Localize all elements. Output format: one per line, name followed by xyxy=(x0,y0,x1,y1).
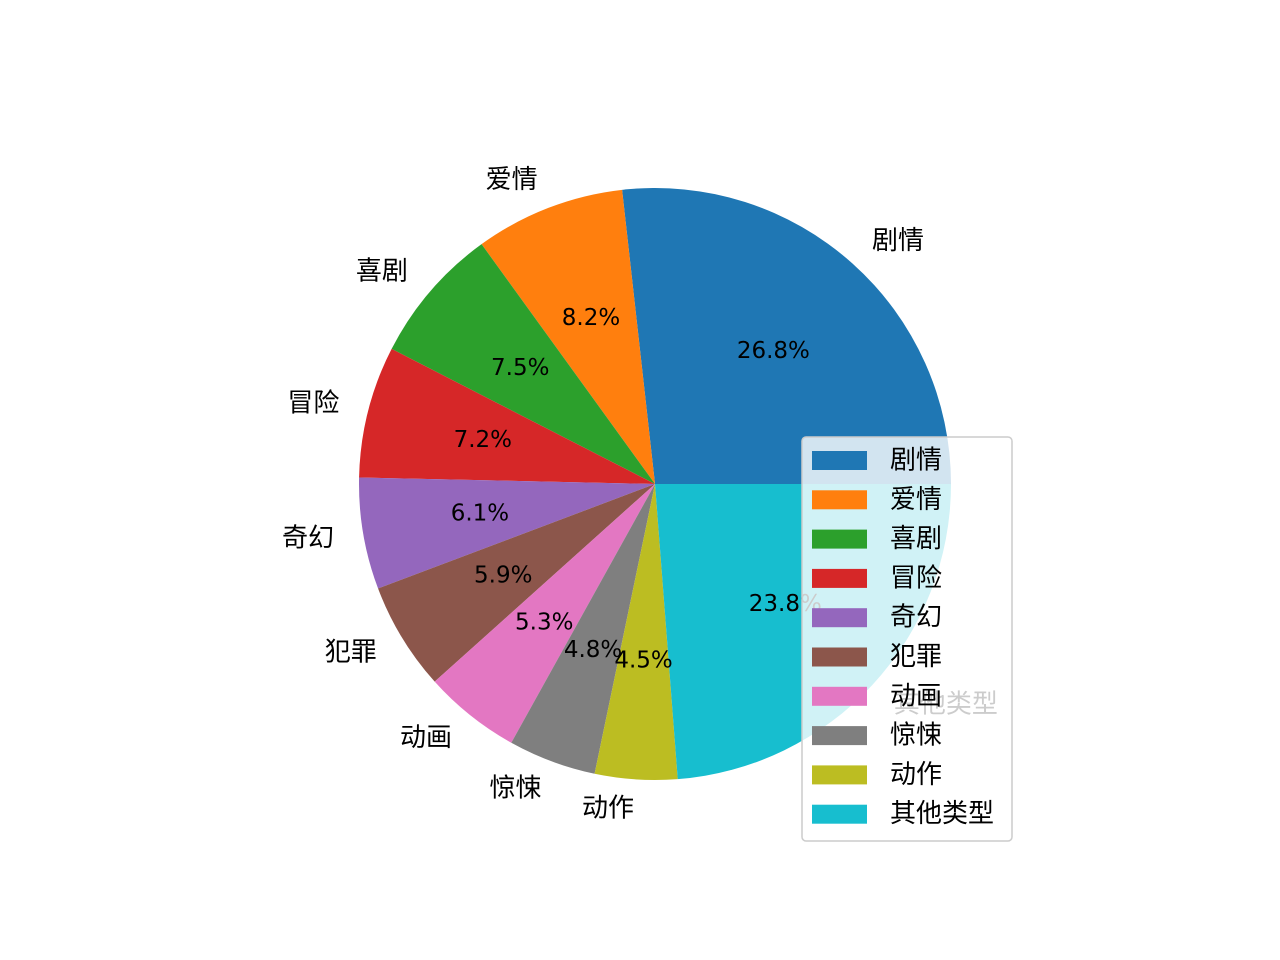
slice-7-wedge xyxy=(434,484,655,743)
legend-label-4: 冒险 xyxy=(890,563,942,593)
slice-9-wedge xyxy=(594,484,678,780)
legend-label-9: 动作 xyxy=(890,760,942,790)
slice-4-label: 冒险 xyxy=(287,389,339,419)
slice-3-percent-label: 7.5% xyxy=(491,355,549,381)
slice-2-percent-label: 8.2% xyxy=(562,305,620,331)
slice-5-label: 奇幻 xyxy=(282,523,334,553)
slice-5-percent-label: 6.1% xyxy=(451,500,509,526)
slice-1-percent-label: 26.8% xyxy=(737,338,810,364)
slice-3-label: 喜剧 xyxy=(356,256,408,286)
legend-label-6: 犯罪 xyxy=(890,642,942,672)
slice-9-percent-label: 4.5% xyxy=(614,648,672,674)
slice-7-percent-label: 5.3% xyxy=(515,609,573,635)
slice-4-wedge xyxy=(359,348,655,484)
slice-5-wedge xyxy=(359,477,655,589)
slice-6-label: 犯罪 xyxy=(325,638,377,668)
legend-swatch-7 xyxy=(812,686,867,706)
slice-6-percent-label: 5.9% xyxy=(474,563,532,589)
legend-swatch-1 xyxy=(812,451,867,470)
legend-label-5: 奇幻 xyxy=(890,603,942,633)
legend-swatch-8 xyxy=(812,726,867,746)
slice-2-wedge xyxy=(481,189,655,484)
legend-label-7: 动画 xyxy=(890,681,942,711)
legend-label-2: 爱情 xyxy=(890,485,942,515)
legend-swatch-9 xyxy=(812,765,867,785)
slice-1-label: 剧情 xyxy=(872,226,924,256)
slice-8-percent-label: 4.8% xyxy=(564,637,622,663)
legend-swatch-2 xyxy=(812,490,867,510)
slice-4-percent-label: 7.2% xyxy=(454,427,512,453)
legend-label-3: 喜剧 xyxy=(890,524,942,554)
legend-swatch-3 xyxy=(812,529,867,549)
slice-1-wedge xyxy=(622,187,951,484)
pie-slices xyxy=(359,187,951,780)
legend-swatch-5 xyxy=(812,608,867,628)
percent-labels: 26.8%8.2%7.5%7.2%6.1%5.9%5.3%4.8%4.5%23.… xyxy=(451,305,822,674)
legend-label-8: 惊悚 xyxy=(890,721,942,751)
legend-swatch-4 xyxy=(812,568,867,588)
slice-8-wedge xyxy=(511,484,655,774)
legend-swatch-10 xyxy=(812,804,867,824)
legend-label-1: 剧情 xyxy=(890,446,942,476)
slice-3-wedge xyxy=(391,244,655,484)
slice-2-label: 爱情 xyxy=(486,165,538,195)
legend-swatch-6 xyxy=(812,647,867,667)
slice-7-label: 动画 xyxy=(400,723,452,753)
slice-8-label: 惊悚 xyxy=(489,774,541,804)
slice-9-label: 动作 xyxy=(582,793,634,823)
legend-label-10: 其他类型 xyxy=(890,799,994,829)
slice-6-wedge xyxy=(378,484,655,682)
